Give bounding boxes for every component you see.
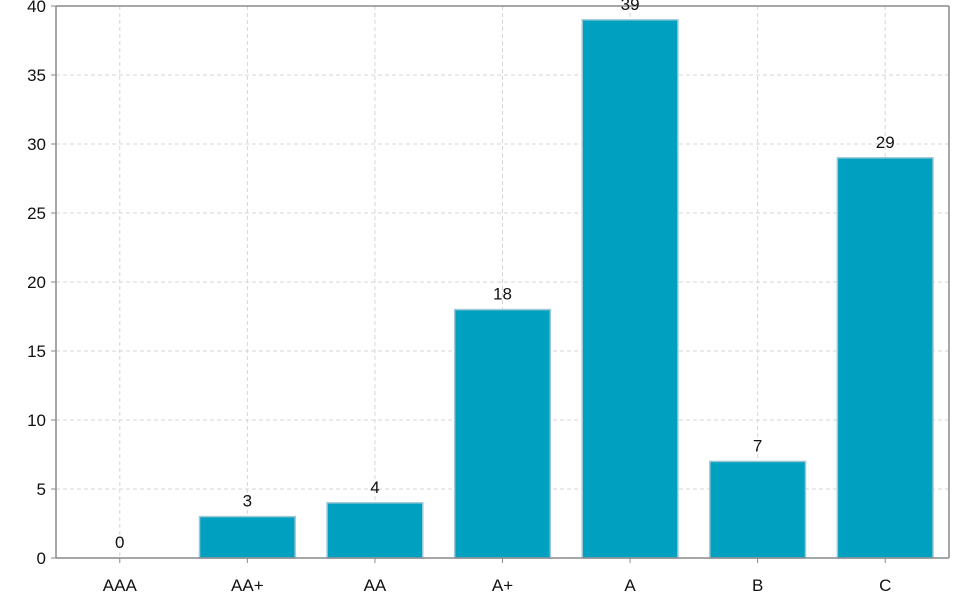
x-tick-label: AA bbox=[364, 576, 387, 595]
x-tick-label: AAA bbox=[103, 576, 138, 595]
bar-A bbox=[581, 19, 679, 559]
y-tick-label: 25 bbox=[27, 204, 46, 223]
y-tick-label: 20 bbox=[27, 273, 46, 292]
data-label: 4 bbox=[370, 478, 379, 497]
y-tick-label: 15 bbox=[27, 342, 46, 361]
y-tick-label: 30 bbox=[27, 135, 46, 154]
axes bbox=[51, 5, 950, 563]
bar-AA+ bbox=[198, 515, 296, 559]
x-tick-label: C bbox=[879, 576, 891, 595]
labels: 0 5 10 15 20 25 30 35 40 AAA AA+ AA A+ A B C 0 3 4 18 39 7 29 bbox=[27, 0, 895, 595]
data-label: 7 bbox=[753, 436, 762, 455]
bars bbox=[198, 19, 934, 559]
y-tick-label: 10 bbox=[27, 411, 46, 430]
data-label: 29 bbox=[876, 133, 895, 152]
data-label: 39 bbox=[621, 0, 640, 14]
x-tick-label: A bbox=[624, 576, 636, 595]
x-tick-label: AA+ bbox=[231, 576, 264, 595]
bar-AA bbox=[326, 502, 424, 559]
data-label: 18 bbox=[493, 285, 512, 304]
x-tick-label: A+ bbox=[492, 576, 513, 595]
x-tick-label: B bbox=[752, 576, 763, 595]
data-label: 3 bbox=[243, 492, 252, 511]
y-tick-label: 35 bbox=[27, 66, 46, 85]
bar-A+ bbox=[453, 308, 552, 559]
bar-B bbox=[709, 460, 807, 559]
y-tick-label: 0 bbox=[37, 549, 46, 568]
bar-C bbox=[836, 157, 934, 559]
y-tick-label: 5 bbox=[37, 480, 46, 499]
y-tick-label: 40 bbox=[27, 0, 46, 16]
data-label: 0 bbox=[115, 533, 124, 552]
